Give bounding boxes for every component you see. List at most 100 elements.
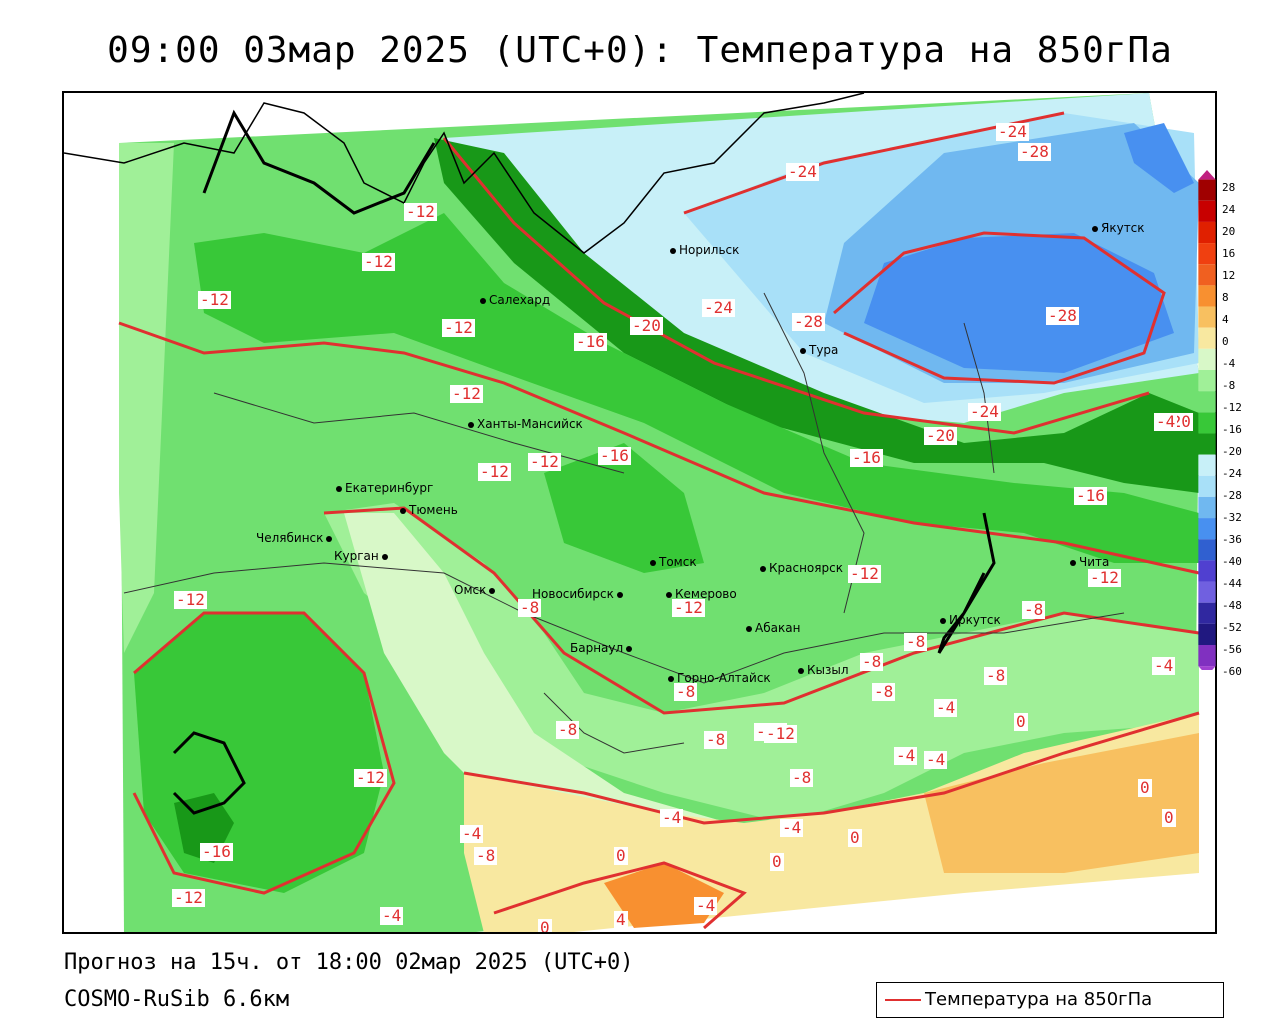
contour-label: -4 — [1152, 656, 1176, 675]
contour-label: -8 — [674, 682, 698, 701]
contour-line — [323, 506, 1200, 715]
legend-line-swatch — [885, 999, 921, 1001]
zone-minus-16-band — [194, 213, 1199, 563]
contour-line — [493, 861, 747, 930]
contour-label: -4 — [380, 906, 404, 925]
scale-tick-label: -8 — [1222, 379, 1236, 392]
model-name: COSMO-RuSib 6.6км — [64, 987, 290, 1012]
contour-label: -4 — [1154, 412, 1178, 431]
contour-label: 0 — [538, 919, 552, 932]
scale-swatch — [1198, 496, 1216, 519]
contour-label: -12 — [528, 452, 561, 471]
contour-line — [683, 111, 1065, 215]
city-kurgan: Курган — [334, 549, 391, 563]
scale-tick-label: 8 — [1222, 291, 1229, 304]
scale-tick-label: -56 — [1222, 643, 1242, 656]
map-frame: Якутск Норильск Салехард Тура Ханты-Манс… — [62, 91, 1217, 934]
scale-tick-label: 20 — [1222, 225, 1236, 238]
temperature-field — [64, 93, 1200, 932]
contour-label: -12 — [672, 598, 705, 617]
border-line — [963, 322, 995, 474]
contour-label: 0 — [848, 828, 862, 847]
scale-swatch — [1198, 306, 1216, 328]
scale-swatch — [1198, 391, 1216, 413]
contour-label: -12 — [450, 384, 483, 403]
scale-swatch — [1198, 412, 1216, 434]
lake-baikal — [937, 512, 996, 654]
city-norilsk: Норильск — [670, 243, 739, 257]
city-novosibirsk: Новосибирск — [532, 587, 626, 601]
contour-label: -8 — [872, 682, 896, 701]
contour-label: -12 — [354, 768, 387, 787]
contour-label: -4 — [460, 824, 484, 843]
city-omsk: Омск — [454, 583, 498, 597]
scale-tick-label: 24 — [1222, 203, 1236, 216]
scale-swatch — [1198, 243, 1216, 265]
contour-label: -8 — [1022, 600, 1046, 619]
scale-tick-label: -24 — [1222, 467, 1242, 480]
contour-label: -28 — [1018, 142, 1051, 161]
scale-bottom-arrow — [1198, 666, 1216, 670]
contour-label: -12 — [362, 252, 395, 271]
contour-label: -4 — [780, 818, 804, 837]
contour-line — [132, 611, 396, 895]
scale-swatch — [1198, 518, 1216, 540]
contour-label: -28 — [792, 312, 825, 331]
city-khanty-mansiysk: Ханты-Мансийск — [468, 417, 583, 431]
contour-label: -24 — [968, 402, 1001, 421]
contour-line — [442, 137, 1150, 435]
scale-swatch — [1198, 623, 1216, 645]
contour-label: -16 — [598, 446, 631, 465]
city-chita: Чита — [1070, 555, 1109, 569]
contour-label: -8 — [904, 632, 928, 651]
scale-swatch — [1198, 370, 1216, 392]
city-salekhard: Салехард — [480, 293, 550, 307]
contour-label: -12 — [404, 202, 437, 221]
scale-tick-label: 0 — [1222, 335, 1229, 348]
contour-label: -12 — [478, 462, 511, 481]
contour-label: -12 — [764, 724, 797, 743]
city-tyumen: Тюмень — [400, 503, 458, 517]
zone-minus-4-south — [344, 513, 1199, 873]
scale-tick-label: -52 — [1222, 621, 1242, 634]
scale-swatch — [1198, 539, 1216, 561]
border-line — [763, 292, 865, 614]
contour-label: -20 — [924, 426, 957, 445]
zone-minus-36-core — [864, 233, 1174, 373]
contour-label: -8 — [518, 598, 542, 617]
contour-label: 4 — [614, 910, 628, 929]
scale-swatch — [1198, 200, 1216, 222]
scale-swatch — [1198, 581, 1216, 603]
contour-label: -12 — [174, 590, 207, 609]
scale-tick-label: 4 — [1222, 313, 1229, 326]
city-chelyabinsk: Челябинск — [256, 531, 335, 545]
contour-label: -8 — [790, 768, 814, 787]
contour-label: -4 — [660, 808, 684, 827]
contour-label: 0 — [614, 846, 628, 865]
zone-minus-36-east — [1124, 123, 1194, 193]
legend-box: Температура на 850гПа — [876, 982, 1224, 1018]
city-tomsk: Томск — [650, 555, 697, 569]
contour-label: -28 — [1046, 306, 1079, 325]
scale-swatch — [1198, 602, 1216, 624]
contour-label: -12 — [848, 564, 881, 583]
contour-label: -8 — [556, 720, 580, 739]
scale-top-arrow — [1198, 170, 1216, 180]
scale-tick-label: 16 — [1222, 247, 1236, 260]
scale-tick-label: 12 — [1222, 269, 1236, 282]
coastline — [64, 93, 865, 254]
contour-line — [463, 711, 1200, 825]
contour-label: -8 — [704, 730, 728, 749]
city-gorno-altaysk: Горно-Алтайск — [668, 671, 771, 685]
contour-label: -16 — [200, 842, 233, 861]
contour-label: 0 — [1014, 712, 1028, 731]
scale-tick-label: -16 — [1222, 423, 1242, 436]
legend-label: Температура на 850гПа — [925, 989, 1153, 1010]
scale-tick-label: -48 — [1222, 599, 1242, 612]
contour-label: -20 — [630, 316, 663, 335]
contour-label: -24 — [996, 122, 1029, 141]
city-kemerovo: Кемерово — [666, 587, 737, 601]
contour-label: -8 — [860, 652, 884, 671]
scale-swatch — [1198, 348, 1216, 370]
contour-label: 0 — [1162, 808, 1176, 827]
